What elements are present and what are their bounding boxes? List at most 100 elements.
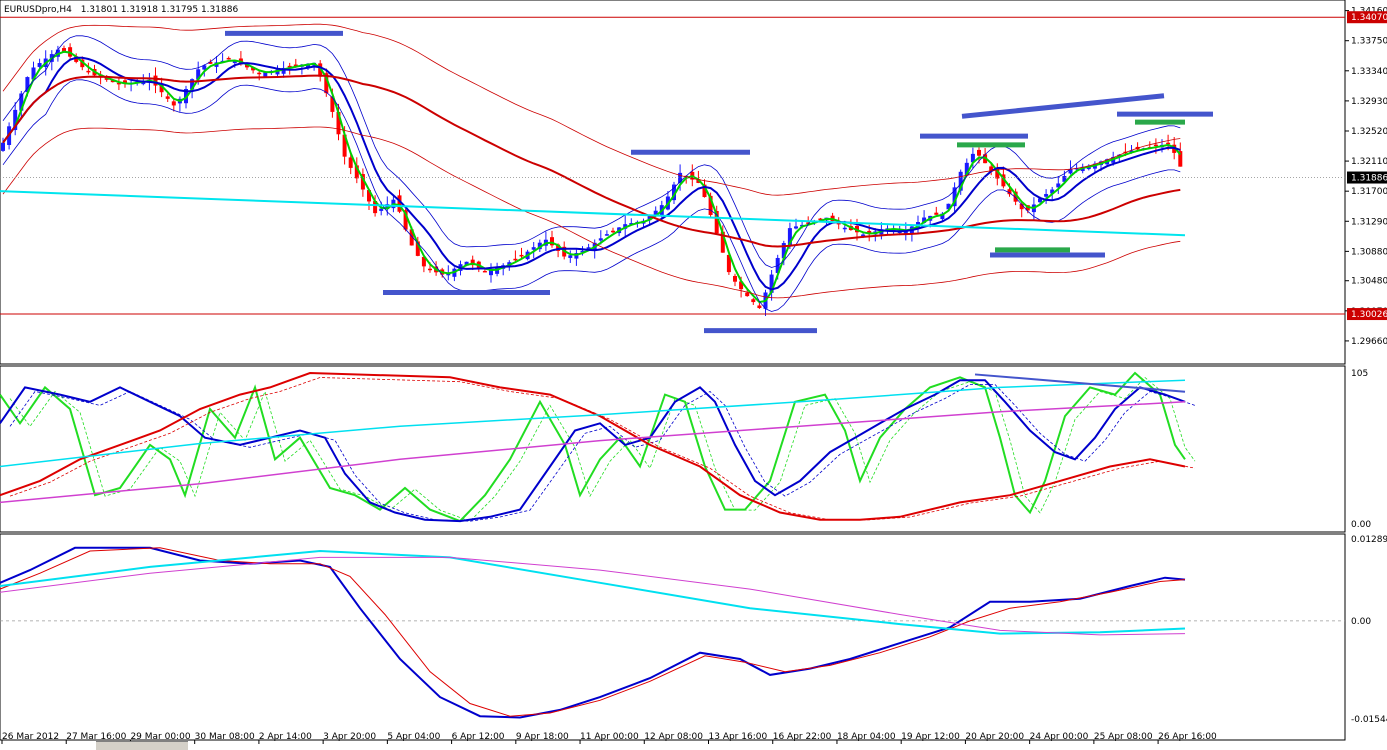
candle-body	[964, 162, 969, 176]
candle-body	[958, 171, 963, 191]
macd-magenta-line	[0, 556, 1186, 636]
candle-body	[245, 64, 249, 68]
envelope-lower-line	[2, 126, 1181, 299]
candle-body	[629, 223, 634, 225]
price-tick-label: 1.32520	[1351, 127, 1387, 137]
candle-body	[934, 212, 939, 215]
candle-body	[794, 226, 798, 229]
candle-body	[989, 166, 994, 171]
candle-body	[306, 63, 310, 69]
candle-body	[977, 149, 981, 156]
candle-body	[330, 96, 335, 112]
oscillator-cyan-line	[0, 379, 1186, 468]
symbol-label: EURUSDpro,H4	[4, 5, 72, 15]
candle-body	[281, 67, 286, 74]
time-tick-label: 26 Apr 16:00	[1158, 732, 1217, 742]
candle-body	[116, 82, 121, 85]
candle-body	[903, 230, 908, 235]
candle-body	[489, 269, 493, 276]
price-tick-label: 1.30880	[1351, 247, 1387, 257]
macd-tick-label: -0.01544	[1351, 715, 1387, 725]
candle-body	[232, 61, 237, 64]
candle-body	[318, 63, 323, 77]
candle-body	[373, 200, 378, 214]
macd-layer	[0, 546, 1345, 719]
time-tick-label: 12 Apr 08:00	[644, 732, 703, 742]
trend-line	[0, 190, 1186, 237]
candle-body	[1166, 142, 1171, 145]
band-lower-line	[2, 79, 1181, 312]
candle-body	[970, 153, 975, 163]
candle-body	[1019, 203, 1024, 210]
candle-body	[757, 305, 762, 309]
candle-body	[952, 187, 957, 207]
candle-body	[208, 61, 213, 64]
candle-body	[1007, 189, 1012, 195]
candle-body	[818, 218, 823, 221]
candle-body	[110, 80, 115, 83]
candle-body	[1129, 150, 1134, 153]
ma-slow-line	[2, 74, 1181, 248]
candle-body	[397, 195, 402, 212]
candle-body	[153, 75, 158, 86]
candle-body	[842, 227, 847, 230]
price-axis: 1.341601.337501.333401.329301.325201.321…	[1345, 7, 1387, 725]
candle-body	[165, 96, 170, 99]
candle-body	[1013, 191, 1018, 202]
candle-body	[1068, 169, 1073, 174]
price-tick-label: 1.31290	[1351, 217, 1387, 227]
candle-body	[324, 73, 329, 94]
candle-body	[1050, 189, 1055, 194]
scroll-tab[interactable]	[96, 741, 188, 750]
time-tick-label: 25 Apr 08:00	[1094, 732, 1153, 742]
candle-body	[367, 190, 371, 202]
level-label: 1.34070	[1351, 13, 1387, 23]
time-tick-label: 11 Apr 00:00	[580, 732, 639, 742]
candle-body	[733, 275, 737, 282]
candle-body	[360, 174, 365, 190]
current-price-label: 1.31886	[1351, 174, 1387, 184]
oscillator-pane[interactable]	[0, 365, 1346, 533]
main-pane[interactable]	[0, 0, 1346, 365]
candle-body	[604, 234, 609, 236]
time-tick-label: 19 Apr 12:00	[901, 732, 960, 742]
candle-body	[13, 109, 18, 131]
candle-body	[86, 70, 91, 73]
candle-body	[861, 234, 866, 237]
time-tick-label: 9 Apr 18:00	[516, 732, 569, 742]
time-tick-label: 6 Apr 12:00	[452, 732, 505, 742]
candle-body	[251, 67, 256, 71]
candle-body	[196, 69, 201, 80]
envelope-upper-line	[2, 23, 1181, 196]
candle-body	[80, 59, 85, 68]
price-tick-label: 1.31700	[1351, 187, 1387, 197]
candle-body	[922, 217, 927, 223]
chart-header: EURUSDpro,H4 1.31801 1.31918 1.31795 1.3…	[4, 5, 238, 15]
candle-body	[74, 56, 79, 62]
candle-body	[519, 254, 524, 257]
price-tick-label: 1.33750	[1351, 37, 1387, 47]
time-tick-label: 5 Apr 04:00	[387, 732, 440, 742]
price-tick-label: 1.29660	[1351, 337, 1387, 347]
candle-body	[287, 65, 292, 68]
macd-pane[interactable]	[0, 533, 1346, 741]
candle-body	[1044, 194, 1049, 197]
macd-tick-label: 0.00	[1351, 617, 1371, 627]
oscillator-tick-label: 0.00	[1351, 520, 1371, 530]
candle-body	[482, 270, 487, 273]
candle-body	[159, 83, 164, 93]
oscillator-green-line	[0, 371, 1186, 523]
candle-body	[190, 79, 195, 90]
candle-body	[580, 250, 585, 253]
candle-body	[428, 268, 432, 271]
candle-body	[37, 63, 42, 67]
macd-red-line	[0, 547, 1186, 717]
candle-body	[702, 184, 707, 198]
candle-body	[1178, 151, 1183, 167]
candle-body	[995, 168, 1000, 179]
oscillator-signal-line	[9, 376, 1196, 522]
price-tick-label: 1.32110	[1351, 157, 1387, 167]
band-upper-line	[2, 35, 1181, 268]
price-tick-label: 1.33340	[1351, 67, 1387, 77]
